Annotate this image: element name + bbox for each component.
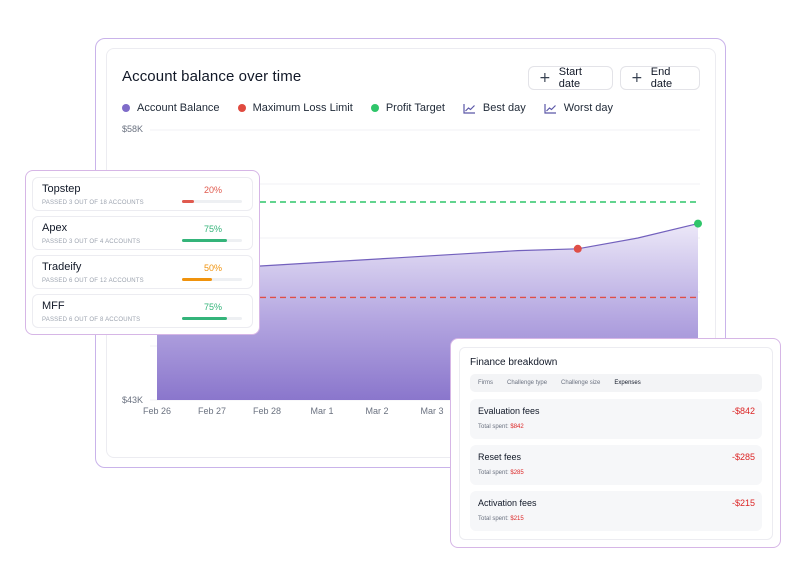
fee-amount: -$215	[731, 498, 755, 508]
start-date-label: Start date	[558, 66, 582, 90]
worst-point[interactable]	[573, 244, 582, 253]
legend-label: Maximum Loss Limit	[252, 102, 353, 114]
chart-title: Account balance over time	[122, 68, 302, 85]
firm-progress-fill	[182, 239, 227, 242]
chart-legend: Account Balance Maximum Loss Limit Profit …	[122, 102, 631, 114]
fee-name: Evaluation fees	[478, 406, 540, 416]
end-date-button[interactable]: + End date	[620, 66, 700, 90]
x-tick-label: Feb 28	[252, 406, 282, 416]
legend-item[interactable]: Account Balance	[122, 102, 220, 114]
firm-subtitle: PASSED 6 OUT OF 8 ACCOUNTS	[42, 317, 141, 323]
x-tick-label: Mar 2	[365, 406, 389, 416]
firm-name: Tradeify	[42, 261, 82, 273]
total-spent-label: Total spent:	[478, 424, 511, 430]
plus-icon: +	[631, 70, 643, 86]
firm-name: Topstep	[42, 183, 81, 195]
firm-progress-track	[182, 278, 242, 281]
firm-progress-fill	[182, 317, 227, 320]
fee-total-spent: Total spent: $842	[478, 424, 524, 430]
legend-item[interactable]: Maximum Loss Limit	[237, 102, 353, 114]
firm-percent: 50%	[203, 263, 222, 273]
legend-item[interactable]: Profit Target	[370, 102, 445, 114]
firm-row[interactable]: Topstep PASSED 3 OUT OF 18 ACCOUNTS 20%	[32, 177, 253, 211]
y-tick-label: $43K	[122, 395, 144, 405]
firm-progress-track	[182, 317, 242, 320]
firm-name: Apex	[42, 222, 68, 234]
line-chart-icon	[463, 103, 475, 114]
total-spent-label: Total spent:	[478, 470, 511, 476]
target-point[interactable]	[694, 219, 702, 228]
legend-dot-icon	[370, 104, 379, 112]
y-tick-label: $58K	[122, 124, 144, 134]
fee-total-spent: Total spent: $215	[478, 516, 524, 522]
total-spent-value: $215	[510, 516, 524, 522]
x-tick-label: Feb 26	[142, 406, 172, 416]
firm-percent: 20%	[203, 185, 222, 195]
finance-tab[interactable]: Challenge type	[507, 380, 548, 386]
line-chart-icon	[544, 103, 556, 114]
fee-total-spent: Total spent: $285	[478, 470, 524, 476]
finance-tabs: Firms Challenge type Challenge size Expense…	[470, 374, 762, 392]
finance-tab[interactable]: Expenses	[614, 380, 641, 386]
fee-card[interactable]: Reset fees -$285 Total spent: $285	[470, 445, 762, 485]
firm-row[interactable]: Tradeify PASSED 6 OUT OF 12 ACCOUNTS 50%	[32, 255, 253, 289]
total-spent-value: $842	[510, 424, 524, 430]
legend-dot-icon	[237, 104, 246, 112]
x-tick-label: Mar 3	[420, 406, 444, 416]
end-date-label: End date	[650, 66, 673, 90]
x-tick-label: Mar 1	[310, 406, 334, 416]
firm-progress-track	[182, 239, 242, 242]
firm-progress-fill	[182, 200, 194, 203]
firm-progress-track	[182, 200, 242, 203]
legend-dot-icon	[122, 104, 130, 112]
fee-name: Activation fees	[478, 498, 537, 508]
firm-percent: 75%	[203, 302, 222, 312]
legend-item[interactable]: Worst day	[544, 102, 613, 114]
legend-label: Account Balance	[137, 102, 220, 114]
plus-icon: +	[539, 70, 551, 86]
finance-tab[interactable]: Challenge size	[561, 380, 601, 386]
firm-name: MFF	[42, 300, 65, 312]
firm-percent: 75%	[203, 224, 222, 234]
fee-name: Reset fees	[478, 452, 522, 462]
legend-label: Profit Target	[385, 102, 445, 114]
fee-card[interactable]: Evaluation fees -$842 Total spent: $842	[470, 399, 762, 439]
firm-progress-fill	[182, 278, 212, 281]
firm-subtitle: PASSED 6 OUT OF 12 ACCOUNTS	[42, 278, 144, 284]
start-date-button[interactable]: + Start date	[528, 66, 613, 90]
firm-row[interactable]: MFF PASSED 6 OUT OF 8 ACCOUNTS 75%	[32, 294, 253, 328]
fee-card[interactable]: Activation fees -$215 Total spent: $215	[470, 491, 762, 531]
legend-label: Worst day	[563, 102, 614, 114]
total-spent-label: Total spent:	[478, 516, 511, 522]
finance-tab[interactable]: Firms	[478, 380, 493, 386]
finance-title: Finance breakdown	[470, 357, 558, 368]
legend-label: Best day	[482, 102, 526, 114]
total-spent-value: $285	[510, 470, 524, 476]
fee-amount: -$285	[731, 452, 755, 462]
fee-amount: -$842	[731, 406, 755, 416]
firm-row[interactable]: Apex PASSED 3 OUT OF 4 ACCOUNTS 75%	[32, 216, 253, 250]
firm-subtitle: PASSED 3 OUT OF 4 ACCOUNTS	[42, 239, 141, 245]
firm-subtitle: PASSED 3 OUT OF 18 ACCOUNTS	[42, 200, 144, 206]
x-tick-label: Feb 27	[197, 406, 227, 416]
legend-item[interactable]: Best day	[463, 102, 526, 114]
